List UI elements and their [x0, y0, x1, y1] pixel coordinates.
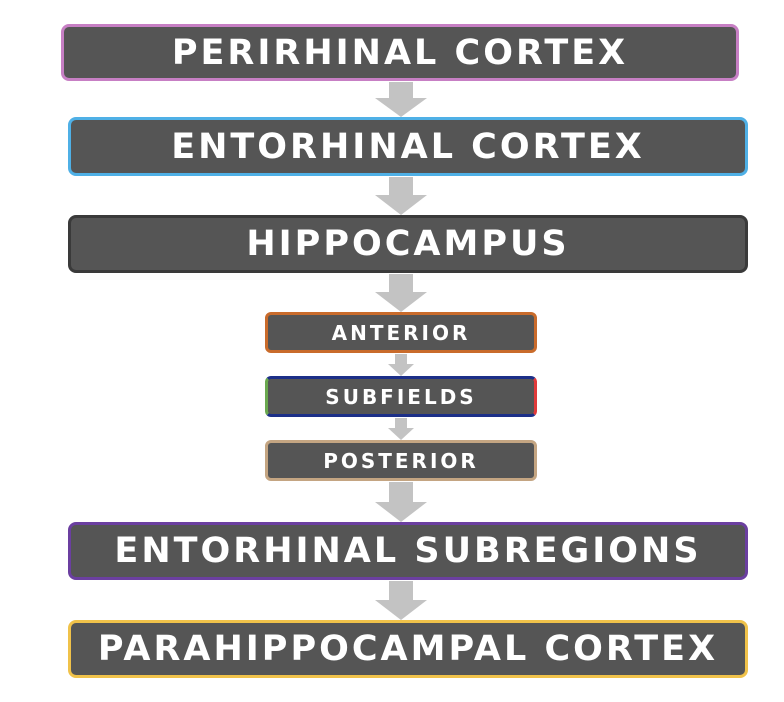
entorhinal-subregions-label: ENTORHINAL SUBREGIONS	[114, 531, 702, 571]
down-arrow-icon	[375, 274, 427, 312]
parahippocampal-cortex-label: PARAHIPPOCAMPAL CORTEX	[97, 629, 719, 669]
down-arrow-icon	[388, 354, 414, 376]
hippocampus-box: HIPPOCAMPUS	[68, 215, 748, 273]
perirhinal-cortex-box: PERIRHINAL CORTEX	[61, 24, 739, 81]
subfields-label: SUBFIELDS	[325, 384, 477, 409]
hippocampus-label: HIPPOCAMPUS	[246, 224, 570, 264]
down-arrow-icon	[375, 177, 427, 215]
parahippocampal-cortex-box: PARAHIPPOCAMPAL CORTEX	[68, 620, 748, 678]
entorhinal-cortex-label: ENTORHINAL CORTEX	[171, 126, 645, 167]
posterior-label: POSTERIOR	[323, 448, 479, 473]
posterior-box: POSTERIOR	[265, 440, 537, 481]
down-arrow-icon	[375, 581, 427, 620]
perirhinal-cortex-label: PERIRHINAL CORTEX	[171, 32, 629, 73]
entorhinal-cortex-box: ENTORHINAL CORTEX	[68, 117, 748, 176]
down-arrow-icon	[388, 418, 414, 440]
anterior-box: ANTERIOR	[265, 312, 537, 353]
anterior-label: ANTERIOR	[331, 320, 471, 345]
entorhinal-subregions-box: ENTORHINAL SUBREGIONS	[68, 522, 748, 580]
down-arrow-icon	[375, 82, 427, 117]
subfields-box: SUBFIELDS	[265, 376, 537, 417]
down-arrow-icon	[375, 482, 427, 522]
